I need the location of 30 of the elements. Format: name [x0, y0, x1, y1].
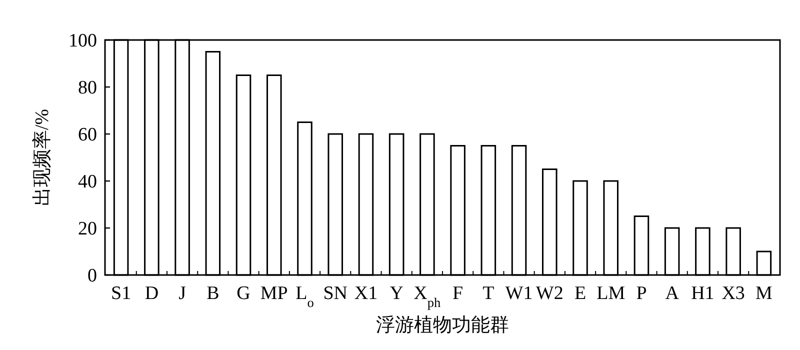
x-tick-label: D [144, 283, 159, 304]
y-tick-label: 80 [78, 78, 97, 99]
x-tick-label: F [452, 283, 464, 304]
x-tick-label: M [755, 283, 772, 304]
x-tick-label: MP [260, 283, 288, 304]
x-tick-label: E [574, 283, 586, 304]
x-tick-label: X1 [354, 283, 378, 304]
x-tick-label: T [482, 283, 495, 304]
x-tick-label: H1 [691, 283, 714, 304]
y-tick-label: 0 [88, 266, 97, 287]
x-tick-label: G [236, 283, 251, 304]
x-tick-label: X3 [722, 283, 745, 304]
x-tick-label: SN [323, 283, 348, 304]
x-tick-label: J [178, 283, 186, 304]
x-tick-label: W2 [536, 283, 564, 304]
y-tick-label: 20 [78, 218, 97, 240]
x-tick-label: P [636, 283, 647, 304]
x-tick-label: L$_{o}$ [296, 283, 314, 310]
x-tick-label: S1 [111, 283, 132, 304]
x-tick-label: A [665, 283, 680, 304]
y-tick-label: 60 [78, 124, 97, 146]
y-tick-label: 40 [78, 172, 97, 193]
y-axis-title: 出现频率/% [31, 108, 53, 206]
x-tick-label: W1 [505, 283, 533, 304]
x-axis-title: 浮游植物功能群 [376, 315, 509, 336]
x-tick-label: LM [596, 283, 626, 304]
y-tick-label: 100 [68, 30, 97, 52]
x-tick-label: X$_{ph}$ [414, 283, 442, 310]
x-tick-label: Y [390, 283, 404, 304]
x-tick-label: B [206, 283, 220, 304]
